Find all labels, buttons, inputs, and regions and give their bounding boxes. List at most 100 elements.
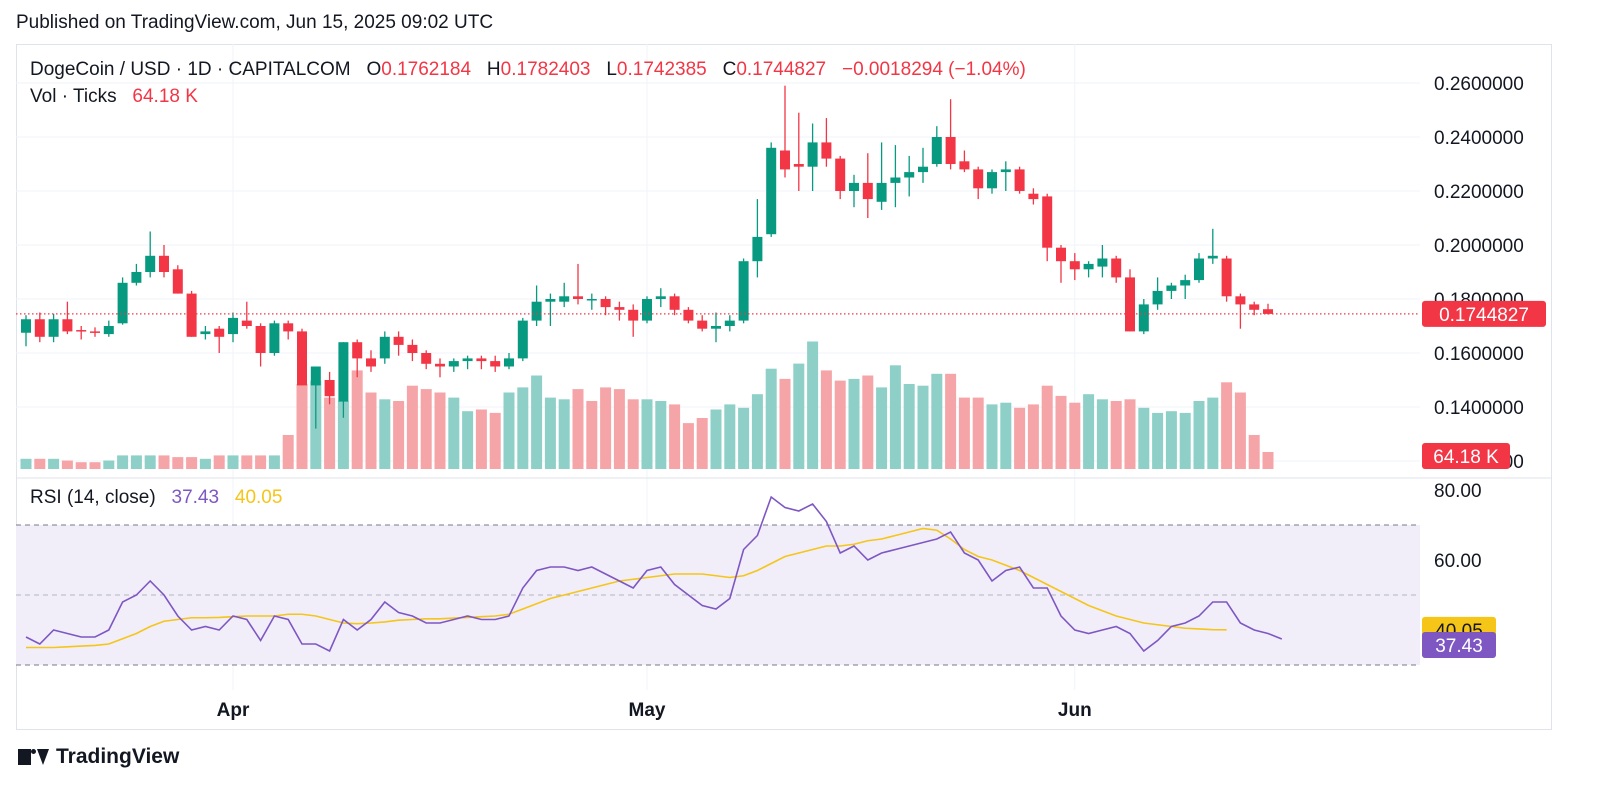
candle-body xyxy=(269,323,280,353)
candle-body xyxy=(131,272,142,283)
last-price-tag xyxy=(1422,300,1546,327)
rsi-label[interactable]: RSI (14, close) xyxy=(30,487,156,508)
candle-body xyxy=(448,361,459,367)
tradingview-footer[interactable]: TradingView xyxy=(18,745,179,769)
candle-body xyxy=(531,301,542,321)
rsi-line xyxy=(25,495,1283,653)
high-value: 0.1782403 xyxy=(500,59,591,80)
volume-bar xyxy=(324,397,336,469)
candle-body xyxy=(338,342,349,402)
candle-body xyxy=(890,177,901,183)
candle-body xyxy=(628,309,639,321)
candle-body xyxy=(904,172,915,178)
volume-bar xyxy=(1165,411,1177,469)
candle-body xyxy=(835,158,846,191)
candle-body xyxy=(1194,258,1204,281)
candle-body xyxy=(959,161,970,170)
candle-body xyxy=(683,309,694,321)
volume-bar xyxy=(1124,399,1136,469)
candle-body xyxy=(421,353,432,364)
volume-bar xyxy=(531,375,543,469)
candle-body xyxy=(573,296,583,299)
candle-body xyxy=(862,182,873,200)
volume-bar xyxy=(213,455,225,469)
volume-bar xyxy=(613,389,625,469)
volume-bar xyxy=(186,457,198,469)
volume-bar xyxy=(34,458,46,469)
candle-body xyxy=(973,169,984,189)
volume-bar xyxy=(61,460,73,469)
rsi-ma-value: 40.05 xyxy=(234,487,283,508)
rsi-legend[interactable]: RSI (14, close) 37.43 40.05 xyxy=(30,487,282,509)
candle-body xyxy=(228,317,238,335)
candle-body xyxy=(1125,277,1135,332)
candle-body xyxy=(324,380,335,397)
candle-body xyxy=(738,261,749,321)
published-text: Published on TradingView.com, Jun 15, 20… xyxy=(16,12,494,33)
volume-bar xyxy=(834,380,846,469)
volume-legend[interactable]: Vol · Ticks 64.18 K xyxy=(30,86,198,108)
candle-body xyxy=(1042,196,1053,248)
volume-bar xyxy=(1138,407,1150,469)
volume-bar xyxy=(669,404,681,469)
volume-bar xyxy=(20,458,32,469)
candle-body xyxy=(504,358,514,367)
candle-body xyxy=(407,344,418,353)
candle-body xyxy=(1152,290,1163,305)
candle-body xyxy=(752,236,763,262)
candle-body xyxy=(145,255,156,272)
price-axis-label: 0.2400000 xyxy=(1434,128,1524,149)
candle-body xyxy=(600,299,611,308)
volume-bar xyxy=(503,392,515,469)
candle-body xyxy=(697,320,708,329)
candle-body xyxy=(1000,169,1011,173)
candle-body xyxy=(669,296,680,310)
price-axis-label: 0.1400000 xyxy=(1434,398,1524,419)
volume-bar xyxy=(1014,407,1026,469)
candle-body xyxy=(1235,296,1246,305)
rsi-axis-label: 80.00 xyxy=(1434,481,1482,502)
volume-bar xyxy=(655,401,667,469)
high-label: H xyxy=(486,59,501,80)
volume-bar xyxy=(558,399,570,469)
rsi-tag-label: 37.43 xyxy=(1435,636,1483,657)
volume-bar xyxy=(586,401,598,469)
candle-body xyxy=(945,137,956,164)
volume-label[interactable]: Vol · Ticks xyxy=(30,86,117,107)
candle-body xyxy=(1180,280,1191,286)
volume-bar xyxy=(282,435,294,469)
candle-body xyxy=(159,255,169,272)
volume-bar xyxy=(227,455,239,469)
candle-body xyxy=(393,336,404,345)
candle-body xyxy=(545,299,556,302)
volume-bar xyxy=(1096,399,1108,469)
volume-bar xyxy=(682,423,694,469)
candle-body xyxy=(379,336,390,359)
symbol-name[interactable]: DogeCoin / USD · 1D · CAPITALCOM xyxy=(30,59,351,80)
candle-body xyxy=(172,269,183,294)
candle-body xyxy=(214,328,225,337)
chart-frame[interactable] xyxy=(16,44,1552,730)
candle-body xyxy=(724,320,735,326)
volume-bar xyxy=(820,370,832,469)
symbol-legend[interactable]: DogeCoin / USD · 1D · CAPITALCOM O0.1762… xyxy=(30,59,1026,81)
price-axis-label: 0.1600000 xyxy=(1434,344,1524,365)
volume-bar xyxy=(144,455,156,469)
volume-bar xyxy=(75,462,87,469)
candle-body xyxy=(987,172,997,189)
price-axis-label: 0.2200000 xyxy=(1434,182,1524,203)
volume-bar xyxy=(103,460,115,469)
volume-bar xyxy=(1152,412,1164,469)
volume-bar xyxy=(337,401,349,469)
tradingview-logo-icon xyxy=(18,747,50,767)
volume-bar xyxy=(1193,401,1205,469)
candle-body xyxy=(1249,304,1260,310)
candle-body xyxy=(1221,258,1232,297)
volume-bar xyxy=(738,407,750,469)
volume-bar xyxy=(255,455,267,469)
volume-bar xyxy=(172,457,184,469)
candle-body xyxy=(1028,193,1039,200)
volume-tag-label: 64.18 K xyxy=(1433,447,1499,468)
volume-bar xyxy=(572,389,584,469)
